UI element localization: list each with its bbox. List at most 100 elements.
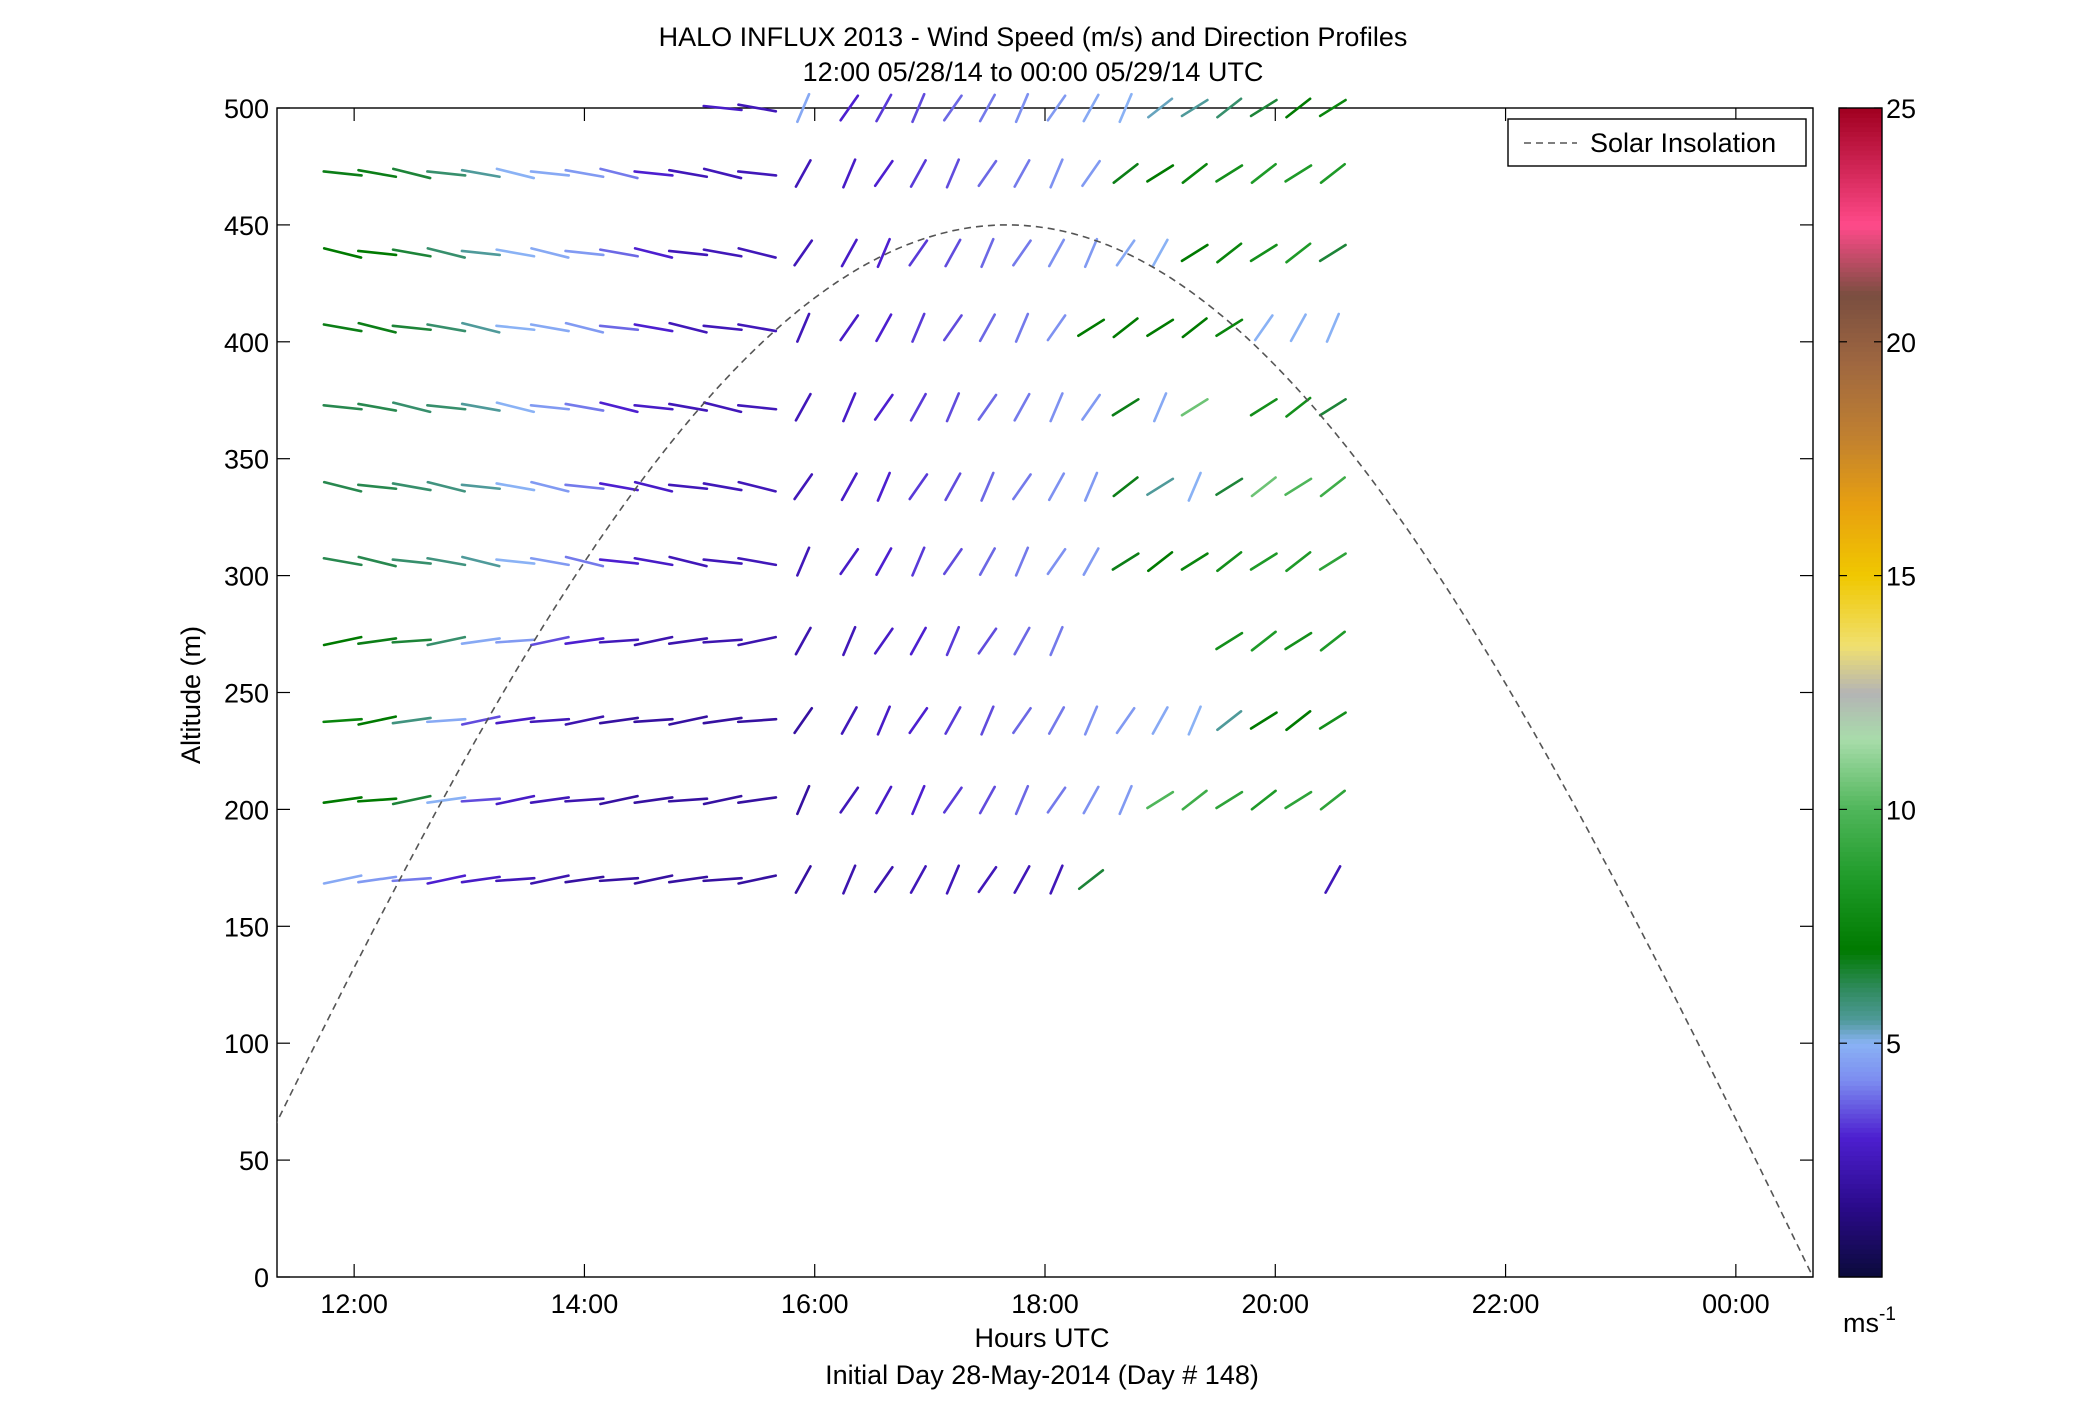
wind-barb	[1249, 711, 1278, 730]
wind-barb	[599, 794, 639, 806]
wind-barb	[391, 716, 432, 725]
colorbar-segment	[1839, 388, 1882, 394]
wind-barb	[875, 547, 893, 576]
colorbar-segment	[1839, 1174, 1882, 1180]
x-tick-label: 16:00	[781, 1289, 849, 1319]
wind-barb	[876, 471, 891, 502]
colorbar-segment	[1839, 117, 1882, 123]
colorbar-segment	[1839, 1052, 1882, 1058]
colorbar-segment	[1839, 229, 1882, 235]
colorbar-segment	[1839, 257, 1882, 263]
colorbar-segment	[1839, 252, 1882, 259]
colorbar-segment	[1839, 608, 1882, 614]
colorbar-segment	[1839, 1239, 1882, 1245]
wind-barb	[796, 312, 811, 343]
wind-barb	[980, 471, 995, 502]
wind-barb	[793, 239, 814, 267]
solar-insolation-curve	[277, 224, 1813, 1276]
colorbar-segment	[1839, 458, 1882, 464]
wind-barb	[1319, 789, 1346, 811]
wind-barb	[911, 784, 926, 816]
wind-barb	[426, 480, 466, 493]
wind-barb	[977, 627, 998, 655]
wind-barb	[794, 159, 812, 188]
wind-barb	[840, 238, 858, 268]
wind-barb	[633, 874, 674, 885]
colorbar-segment	[1839, 486, 1882, 493]
wind-barb	[598, 638, 640, 644]
colorbar-segment	[1839, 341, 1882, 348]
wind-barb	[357, 321, 397, 334]
x-axis-sublabel: Initial Day 28-May-2014 (Day # 148)	[825, 1360, 1259, 1390]
colorbar-unit-base: ms	[1843, 1308, 1879, 1338]
wind-barb	[842, 392, 857, 423]
wind-barb	[978, 785, 997, 815]
wind-barb	[980, 705, 995, 736]
wind-barb	[737, 323, 778, 333]
wind-barb	[1180, 552, 1209, 571]
wind-barb	[1180, 398, 1209, 417]
wind-barb	[911, 546, 926, 577]
wind-barb	[702, 104, 743, 112]
colorbar-segment	[1839, 360, 1882, 366]
colorbar-segment	[1839, 580, 1882, 586]
colorbar-segment	[1839, 1094, 1882, 1100]
wind-barb	[598, 558, 640, 565]
wind-barb	[702, 638, 743, 644]
wind-barb	[495, 876, 536, 883]
wind-barb	[322, 635, 363, 647]
colorbar-segment	[1839, 379, 1882, 385]
colorbar-segment	[1839, 304, 1882, 310]
wind-barb	[1111, 552, 1140, 571]
colorbar-segment	[1839, 187, 1882, 193]
colorbar-segment	[1839, 1141, 1882, 1147]
colorbar-segment	[1839, 159, 1882, 165]
wind-barb	[875, 93, 893, 123]
wind-barb	[668, 555, 708, 568]
colorbar-segment	[1839, 154, 1882, 161]
colorbar-segment	[1839, 332, 1882, 338]
colorbar-segment	[1839, 617, 1882, 623]
wind-barb	[796, 784, 811, 816]
colorbar-segment	[1839, 945, 1882, 951]
y-tick-label: 500	[224, 94, 269, 124]
colorbar-segment	[1839, 1253, 1882, 1259]
colorbar-segment	[1839, 421, 1882, 427]
wind-barb	[667, 637, 709, 646]
colorbar-segment	[1839, 570, 1882, 577]
colorbar-segment	[1839, 477, 1882, 483]
wind-barb	[461, 555, 501, 568]
x-tick-label: 20:00	[1241, 1289, 1309, 1319]
wind-barb	[633, 170, 674, 177]
wind-barb	[1047, 706, 1066, 735]
wind-barb	[702, 794, 743, 806]
wind-barb	[1215, 790, 1244, 810]
wind-barb	[1115, 706, 1136, 735]
x-tick-label: 12:00	[320, 1289, 388, 1319]
colorbar-segment	[1839, 757, 1882, 764]
wind-barb	[1118, 92, 1133, 124]
colorbar-tick-label: 10	[1886, 795, 1916, 825]
chart-title: HALO INFLUX 2013 - Wind Speed (m/s) and …	[659, 22, 1408, 52]
wind-barb	[1151, 238, 1169, 268]
wind-barb	[1083, 237, 1099, 269]
colorbar-segment	[1839, 271, 1882, 277]
wind-barb	[736, 403, 778, 411]
colorbar-segment	[1839, 870, 1882, 876]
colorbar-segment	[1839, 697, 1882, 703]
colorbar-segment	[1839, 131, 1882, 137]
colorbar-segment	[1839, 1089, 1882, 1096]
wind-barb	[873, 159, 894, 188]
colorbar-segment	[1839, 809, 1882, 815]
legend-box	[1507, 118, 1807, 167]
y-axis-label: Altitude (m)	[176, 626, 206, 764]
colorbar-segment	[1839, 823, 1882, 829]
colorbar-segment	[1839, 743, 1882, 750]
wind-barb	[702, 401, 743, 414]
wind-barb	[564, 168, 605, 179]
wind-barb	[460, 402, 501, 412]
colorbar-segment	[1839, 893, 1882, 899]
colorbar-segment	[1839, 954, 1882, 960]
colorbar-segment	[1839, 729, 1882, 736]
